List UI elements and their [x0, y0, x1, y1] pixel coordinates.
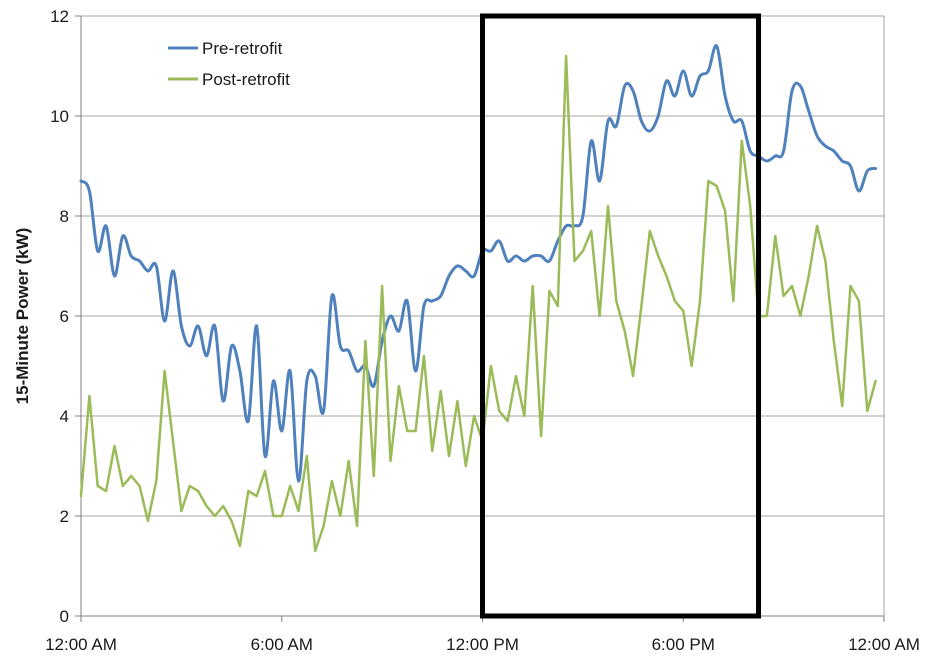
axes: 0 2 4 6 8 10 12 12:00 AM 6:00 AM 12:00 PM 6:00 PM 1… — [13, 7, 920, 654]
post-retrofit-line — [79, 54, 877, 553]
highlight-box — [480, 13, 762, 619]
legend-label: Pre-retrofit — [202, 39, 283, 58]
series-lines — [79, 44, 878, 553]
y-tick-label: 0 — [60, 607, 69, 626]
pre-retrofit-line — [79, 44, 878, 483]
y-tick-label: 12 — [50, 7, 69, 26]
x-tick-label: 6:00 PM — [652, 635, 715, 654]
x-tick-label: 12:00 PM — [446, 635, 519, 654]
y-tick-label: 6 — [60, 307, 69, 326]
y-tick-label: 2 — [60, 507, 69, 526]
legend-label: Post-retrofit — [202, 70, 290, 89]
x-tick-label: 6:00 AM — [251, 635, 313, 654]
x-tick-label: 12:00 AM — [848, 635, 920, 654]
y-tick-label: 10 — [50, 107, 69, 126]
y-axis-title: 15-Minute Power (kW) — [13, 228, 32, 405]
y-tick-label: 4 — [60, 407, 69, 426]
legend: Pre-retrofit Post-retrofit — [168, 39, 290, 89]
highlight-box-layer — [480, 13, 762, 619]
x-tick-label: 12:00 AM — [45, 635, 117, 654]
y-tick-label: 8 — [60, 207, 69, 226]
